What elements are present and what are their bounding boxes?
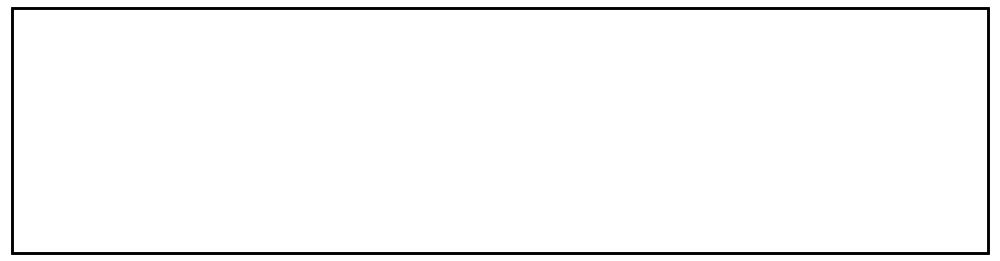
Text: 抗性判定: 抗性判定 <box>69 38 106 53</box>
Bar <box>12 210 163 253</box>
Bar <box>12 124 163 167</box>
Bar <box>714 124 988 167</box>
Text: 大于等于 40%，小于 60%: 大于等于 40%，小于 60% <box>505 181 647 196</box>
Bar <box>163 84 439 124</box>
Text: 高抗: 高抗 <box>79 97 97 112</box>
Text: 大于等于 40%，小于 60%: 大于等于 40%，小于 60% <box>780 138 922 153</box>
Text: 四代棉铃虫发生期: 四代棉铃虫发生期 <box>814 57 887 72</box>
Text: 大于等于 55%，小于 75%: 大于等于 55%，小于 75% <box>230 181 372 196</box>
Bar <box>439 84 714 124</box>
Text: 小于 20%: 小于 20% <box>822 224 879 239</box>
Bar <box>439 167 714 210</box>
Bar <box>12 8 163 84</box>
Text: 二代棉铃虫发生期: 二代棉铃虫发生期 <box>264 57 337 72</box>
Text: 大于等于 75%，小于 95%: 大于等于 75%，小于 95% <box>230 138 372 153</box>
Bar <box>439 210 714 253</box>
Bar <box>439 124 714 167</box>
Bar <box>439 46 714 84</box>
Bar <box>12 167 163 210</box>
Bar <box>163 46 439 84</box>
Text: 》 95%: 》 95% <box>277 97 325 112</box>
Bar <box>163 124 439 167</box>
Text: 不抗: 不抗 <box>79 224 97 239</box>
Text: 抗: 抗 <box>83 138 92 153</box>
Text: 小于 55%: 小于 55% <box>272 224 329 239</box>
Bar <box>714 167 988 210</box>
Text: 》 60%: 》 60% <box>827 97 875 112</box>
Bar <box>714 210 988 253</box>
Text: 龄期抑制率（%）: 龄期抑制率（%） <box>536 19 615 34</box>
Text: 中抗: 中抗 <box>79 181 97 196</box>
Bar <box>163 8 988 46</box>
Bar <box>12 84 163 124</box>
Bar <box>714 46 988 84</box>
Text: 三代棉铃虫发生期: 三代棉铃虫发生期 <box>540 57 613 72</box>
Bar <box>163 210 439 253</box>
Text: 小于 40%: 小于 40% <box>548 224 605 239</box>
Bar <box>163 167 439 210</box>
Text: 大于等于 60%，小于 80%: 大于等于 60%，小于 80% <box>505 138 647 153</box>
Bar <box>714 84 988 124</box>
Text: 》 80%: 》 80% <box>552 97 600 112</box>
Text: 大于等于 20%，小于 40%: 大于等于 20%，小于 40% <box>780 181 922 196</box>
